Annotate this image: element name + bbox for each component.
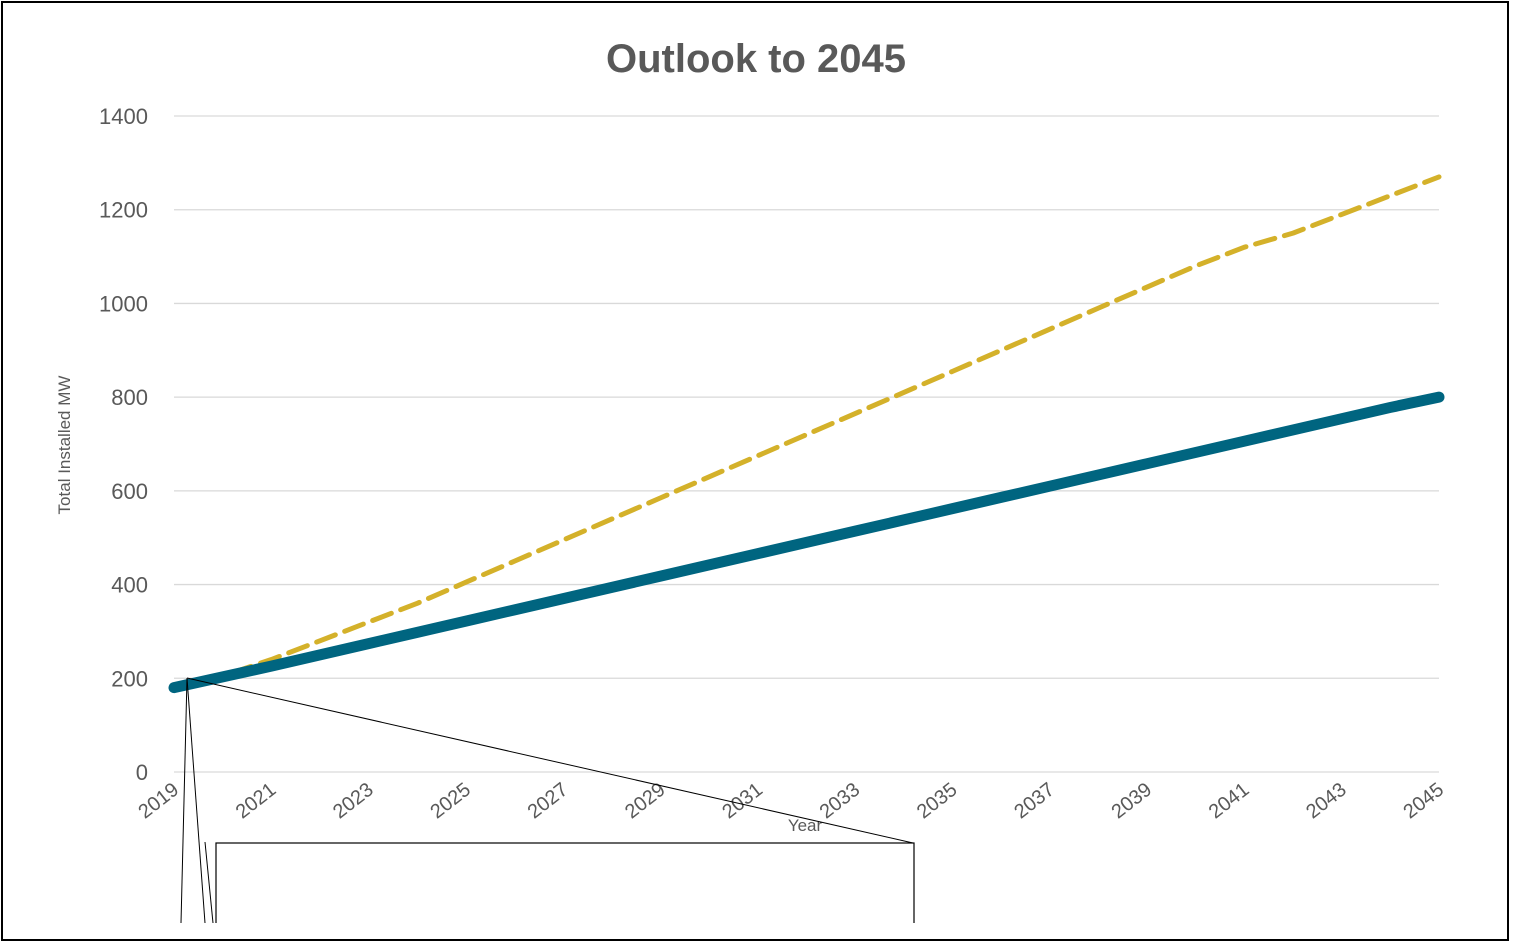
- x-tick-label: 2031: [718, 779, 767, 824]
- x-tick-label: 2037: [1010, 779, 1059, 824]
- x-tick-label: 2027: [524, 779, 573, 824]
- x-tick-label: 2039: [1108, 779, 1157, 824]
- chart-title: Outlook to 2045: [606, 37, 906, 81]
- zoom-callout: [180, 677, 915, 923]
- gridlines: [174, 115, 1439, 773]
- y-tick-label: 0: [136, 760, 148, 785]
- x-tick-label: 2045: [1399, 779, 1448, 824]
- series-line-1: [171, 174, 1442, 691]
- series-lines: [168, 174, 1445, 694]
- x-tick-label: 2025: [426, 779, 475, 824]
- x-tick-label: 2033: [816, 779, 865, 824]
- y-tick-label: 400: [111, 573, 148, 598]
- x-tick-label: 2035: [913, 779, 962, 824]
- y-axis-label: Total Installed MW: [55, 376, 74, 515]
- y-tick-label: 1400: [99, 104, 148, 129]
- series-line-2: [168, 391, 1445, 694]
- x-tick-label: 2021: [232, 779, 281, 824]
- x-tick-label: 2023: [329, 779, 378, 824]
- y-tick-label: 1200: [99, 198, 148, 223]
- x-tick-label: 2019: [134, 779, 183, 824]
- x-tick-label: 2041: [1205, 779, 1254, 824]
- y-tick-label: 200: [111, 666, 148, 691]
- y-tick-label: 1000: [99, 291, 148, 316]
- x-tick-label: 2043: [1302, 779, 1351, 824]
- x-tick-label: 2029: [621, 779, 670, 824]
- y-axis-ticks: 0 200 400 600 800 1000 1200 1400: [99, 104, 148, 785]
- y-tick-label: 600: [111, 479, 148, 504]
- y-tick-label: 800: [111, 385, 148, 410]
